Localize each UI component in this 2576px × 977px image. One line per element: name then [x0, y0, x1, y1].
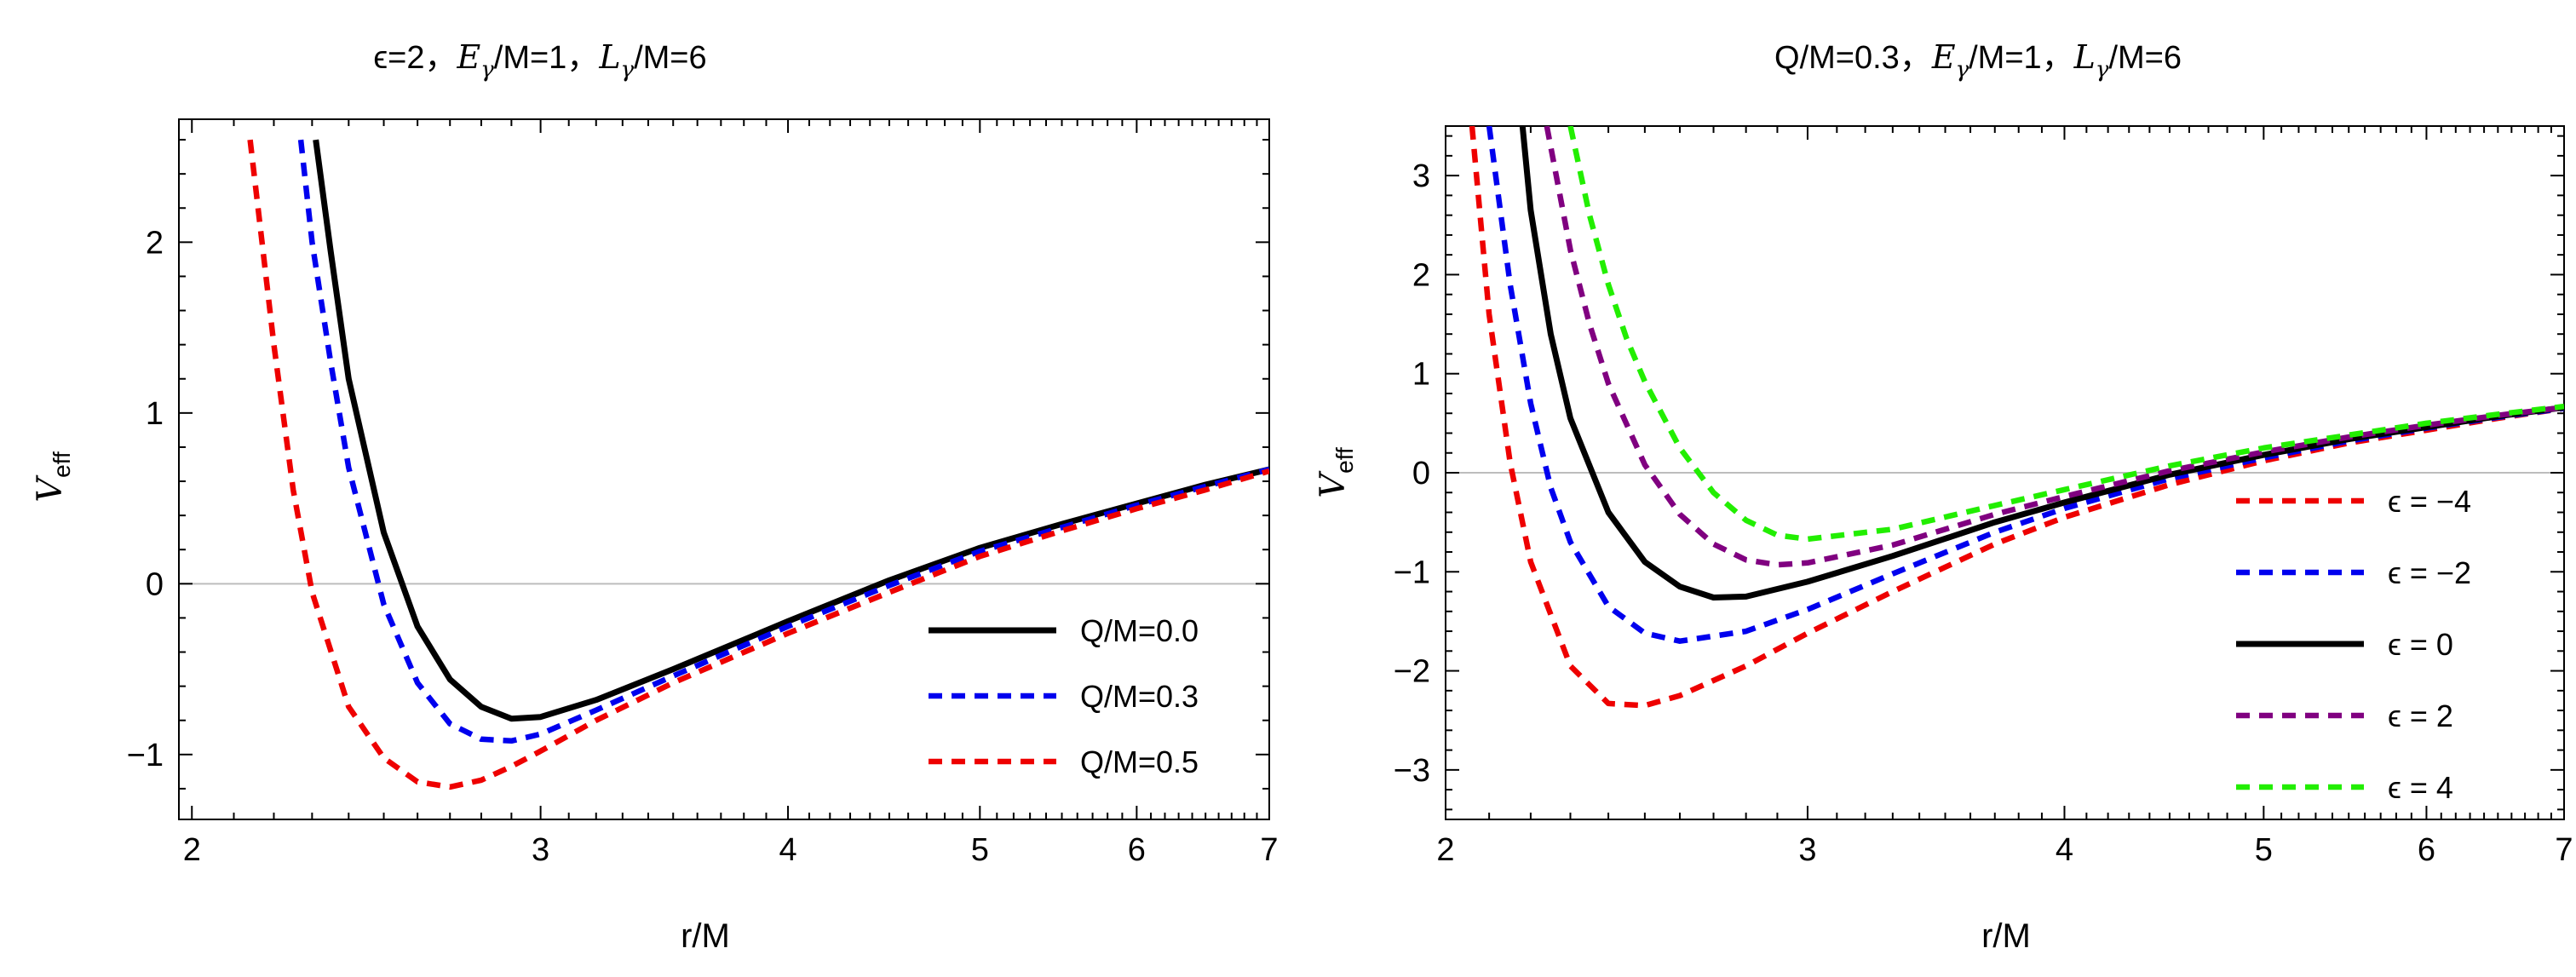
x-tick-label: 7	[2555, 832, 2573, 868]
y-tick-label: 1	[146, 396, 164, 432]
left-y-axis-title: Veff	[31, 451, 75, 503]
y-tick-label: −1	[1394, 555, 1430, 590]
y-tick-label: −1	[127, 738, 164, 773]
x-tick-label: 2	[183, 832, 201, 868]
series-line-q-m-0-0	[313, 139, 1269, 722]
x-tick-label: 4	[779, 832, 796, 868]
legend-label: Q/M=0.0	[1080, 613, 1199, 648]
legend-label: ϵ = −4	[2388, 484, 2471, 519]
series-line-q-m-0-3	[297, 139, 1269, 744]
series-line--2	[1544, 126, 2564, 568]
legend-label: ϵ = −2	[2388, 555, 2471, 590]
left-panel: ϵ=2，Eγ/M=1，Lγ/M=6 Veff r/M 2 3 4 5 6 7 −1 0 1 2 Q…	[31, 38, 1279, 955]
plot-frame	[178, 118, 1270, 820]
legend-label: ϵ = 0	[2388, 627, 2453, 662]
series-line--4	[1567, 126, 2564, 543]
y-tick-label: 0	[1412, 456, 1430, 491]
y-tick-label: 3	[1412, 158, 1430, 194]
y-tick-label: −2	[1394, 654, 1430, 690]
left-plot-title: ϵ=2，Eγ/M=1，Lγ/M=6	[373, 38, 706, 83]
x-tick-label: 3	[532, 832, 549, 868]
x-tick-label: 2	[1436, 832, 1454, 868]
right-plot-title: Q/M=0.3，Eγ/M=1，Lγ/M=6	[1774, 38, 2182, 83]
x-tick-label: 6	[2418, 832, 2435, 868]
x-tick-label: 5	[2255, 832, 2273, 868]
y-tick-label: 2	[1412, 257, 1430, 293]
series-line--2	[1486, 126, 2564, 644]
x-tick-label: 4	[2056, 832, 2073, 868]
series-line--0	[1519, 126, 2564, 601]
x-tick-label: 3	[1798, 832, 1816, 868]
right-x-axis-title: r/M	[1981, 917, 2031, 955]
series-line--4	[1469, 126, 2564, 709]
legend-label: Q/M=0.3	[1080, 679, 1199, 714]
left-x-axis-title: r/M	[681, 917, 730, 955]
right-panel: Q/M=0.3，Eγ/M=1，Lγ/M=6 Veff r/M 2 3 4 5 6 7 −3 −…	[1314, 38, 2573, 955]
x-tick-label: 5	[971, 832, 989, 868]
right-legend: ϵ = −4 ϵ = −2 ϵ = 0 ϵ = 2 ϵ = 4	[2236, 484, 2471, 805]
x-tick-label: 6	[1128, 832, 1146, 868]
y-tick-label: 2	[146, 225, 164, 261]
y-tick-label: −3	[1394, 753, 1430, 789]
legend-label: ϵ = 4	[2388, 770, 2453, 805]
legend-label: Q/M=0.5	[1080, 744, 1199, 779]
y-tick-label: 1	[1412, 357, 1430, 393]
y-tick-label: 0	[146, 566, 164, 602]
left-legend: Q/M=0.0 Q/M=0.3 Q/M=0.5	[929, 613, 1199, 779]
x-tick-label: 7	[1260, 832, 1278, 868]
legend-label: ϵ = 2	[2388, 698, 2453, 733]
right-y-axis-title: Veff	[1314, 447, 1358, 498]
